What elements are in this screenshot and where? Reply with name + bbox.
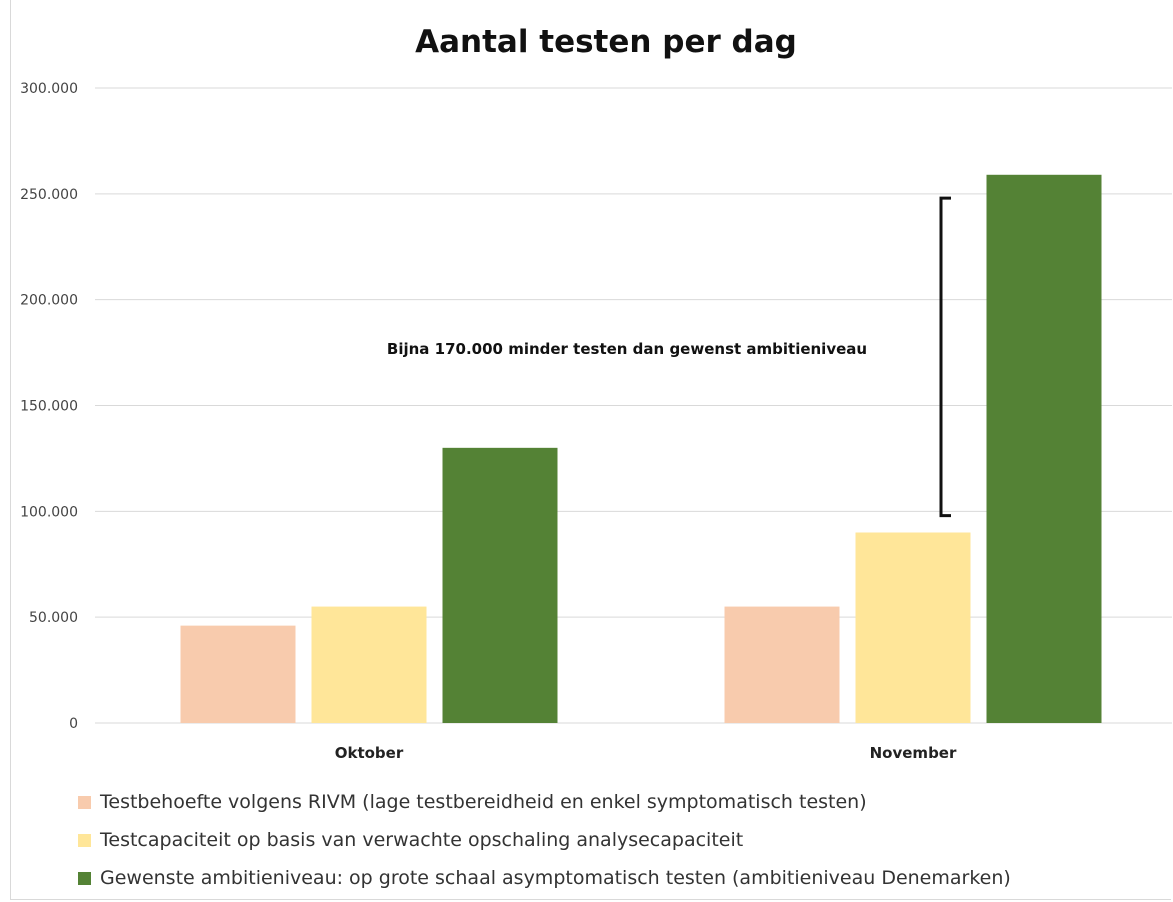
bar-oktober-series-2 bbox=[311, 606, 427, 723]
bar-oktober-series-1 bbox=[180, 625, 296, 723]
bars bbox=[180, 174, 1102, 724]
chart-frame bbox=[10, 0, 1171, 900]
gap-annotation: Bijna 170.000 minder testen dan gewenst … bbox=[387, 196, 951, 518]
bar-november-series-3 bbox=[986, 174, 1102, 724]
annotation-text: Bijna 170.000 minder testen dan gewenst … bbox=[387, 340, 867, 358]
legend-item: Gewenste ambitieniveau: op grote schaal … bbox=[78, 859, 1011, 897]
x-category-label: Oktober bbox=[335, 744, 404, 762]
x-category-label: November bbox=[870, 744, 957, 762]
y-tick-label: 250.000 bbox=[20, 187, 78, 203]
y-tick-label: 150.000 bbox=[20, 399, 78, 415]
y-axis-ticks: 0 50.000 100.000 150.000 200.000 250.000 300.0… bbox=[20, 81, 78, 732]
legend-swatch bbox=[78, 833, 91, 847]
y-tick-label: 300.000 bbox=[20, 81, 78, 97]
bar-november-series-2 bbox=[855, 532, 971, 723]
annotation-bracket bbox=[939, 196, 951, 518]
bar-oktober-series-3 bbox=[442, 447, 558, 723]
legend-swatch bbox=[78, 795, 91, 809]
legend-swatch bbox=[78, 871, 91, 885]
y-tick-label: 50.000 bbox=[29, 610, 78, 626]
chart-title: Aantal testen per dag bbox=[415, 24, 797, 60]
x-axis-categories: Oktober November bbox=[335, 744, 957, 762]
legend-item: Testbehoefte volgens RIVM (lage testbere… bbox=[78, 783, 1011, 821]
y-tick-label: 0 bbox=[69, 716, 78, 732]
legend-label: Testbehoefte volgens RIVM (lage testbere… bbox=[100, 791, 867, 813]
y-tick-label: 100.000 bbox=[20, 504, 78, 520]
legend-label: Gewenste ambitieniveau: op grote schaal … bbox=[100, 867, 1011, 889]
y-tick-label: 200.000 bbox=[20, 293, 78, 309]
legend-label: Testcapaciteit op basis van verwachte op… bbox=[100, 829, 744, 851]
bar-november-series-1 bbox=[724, 606, 840, 723]
legend-item: Testcapaciteit op basis van verwachte op… bbox=[78, 821, 1011, 859]
bar-chart: Aantal testen per dag 0 50.000 100.000 150.… bbox=[20, 24, 1172, 762]
legend: Testbehoefte volgens RIVM (lage testbere… bbox=[78, 783, 1011, 897]
